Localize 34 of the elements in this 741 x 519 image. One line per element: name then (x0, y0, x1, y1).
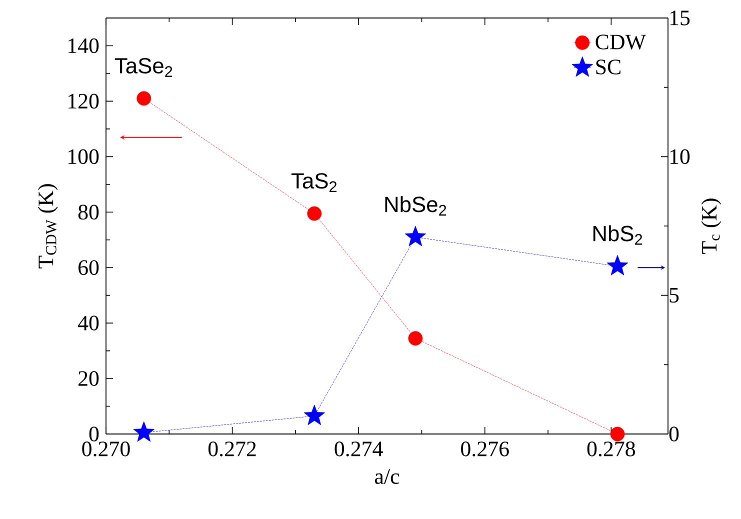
y2-axis-title: T$_{c}$ (K) (701, 198, 722, 254)
y-tick-label: 140 (68, 38, 99, 54)
point (307, 206, 322, 221)
y-axis-title: T$_{CDW}$ (K) (38, 184, 58, 268)
x-tick-label: 0.274 (334, 442, 383, 456)
legend-label: CDW (596, 34, 646, 50)
y-tick-label: 60 (78, 260, 99, 275)
y-tick-label: 40 (78, 316, 99, 330)
annotation: TaS$_{2}$ (291, 173, 337, 192)
y2-tick-label: 10 (670, 149, 690, 164)
y-tick-label: 0 (89, 426, 99, 442)
annotation: NbSe$_{2}$ (385, 196, 446, 216)
legend-label: SC (596, 60, 620, 74)
point (133, 421, 155, 442)
point (404, 226, 426, 246)
y2-tick-label: 0 (669, 426, 679, 442)
annotation: TaSe$_{2}$ (114, 58, 172, 77)
y-tick-label: 100 (68, 149, 99, 164)
y-tick-label: 20 (78, 371, 99, 386)
x-tick-label: 0.270 (82, 442, 130, 456)
point (610, 426, 625, 442)
y2-tick-label: 15 (670, 10, 690, 26)
x-tick-label: 0.278 (587, 442, 635, 456)
x-tick-label: 0.272 (208, 442, 256, 456)
point (304, 404, 326, 426)
y2-tick-label: 5 (670, 288, 679, 303)
x-axis-title: a/c (374, 469, 400, 484)
annotation: NbS$_{2}$ (593, 225, 642, 245)
y-tick-label: 120 (68, 94, 99, 109)
point (606, 255, 628, 276)
y-tick-label: 80 (78, 204, 99, 220)
x-tick-label: 0.276 (461, 442, 509, 456)
point (408, 331, 423, 346)
point (136, 91, 152, 106)
